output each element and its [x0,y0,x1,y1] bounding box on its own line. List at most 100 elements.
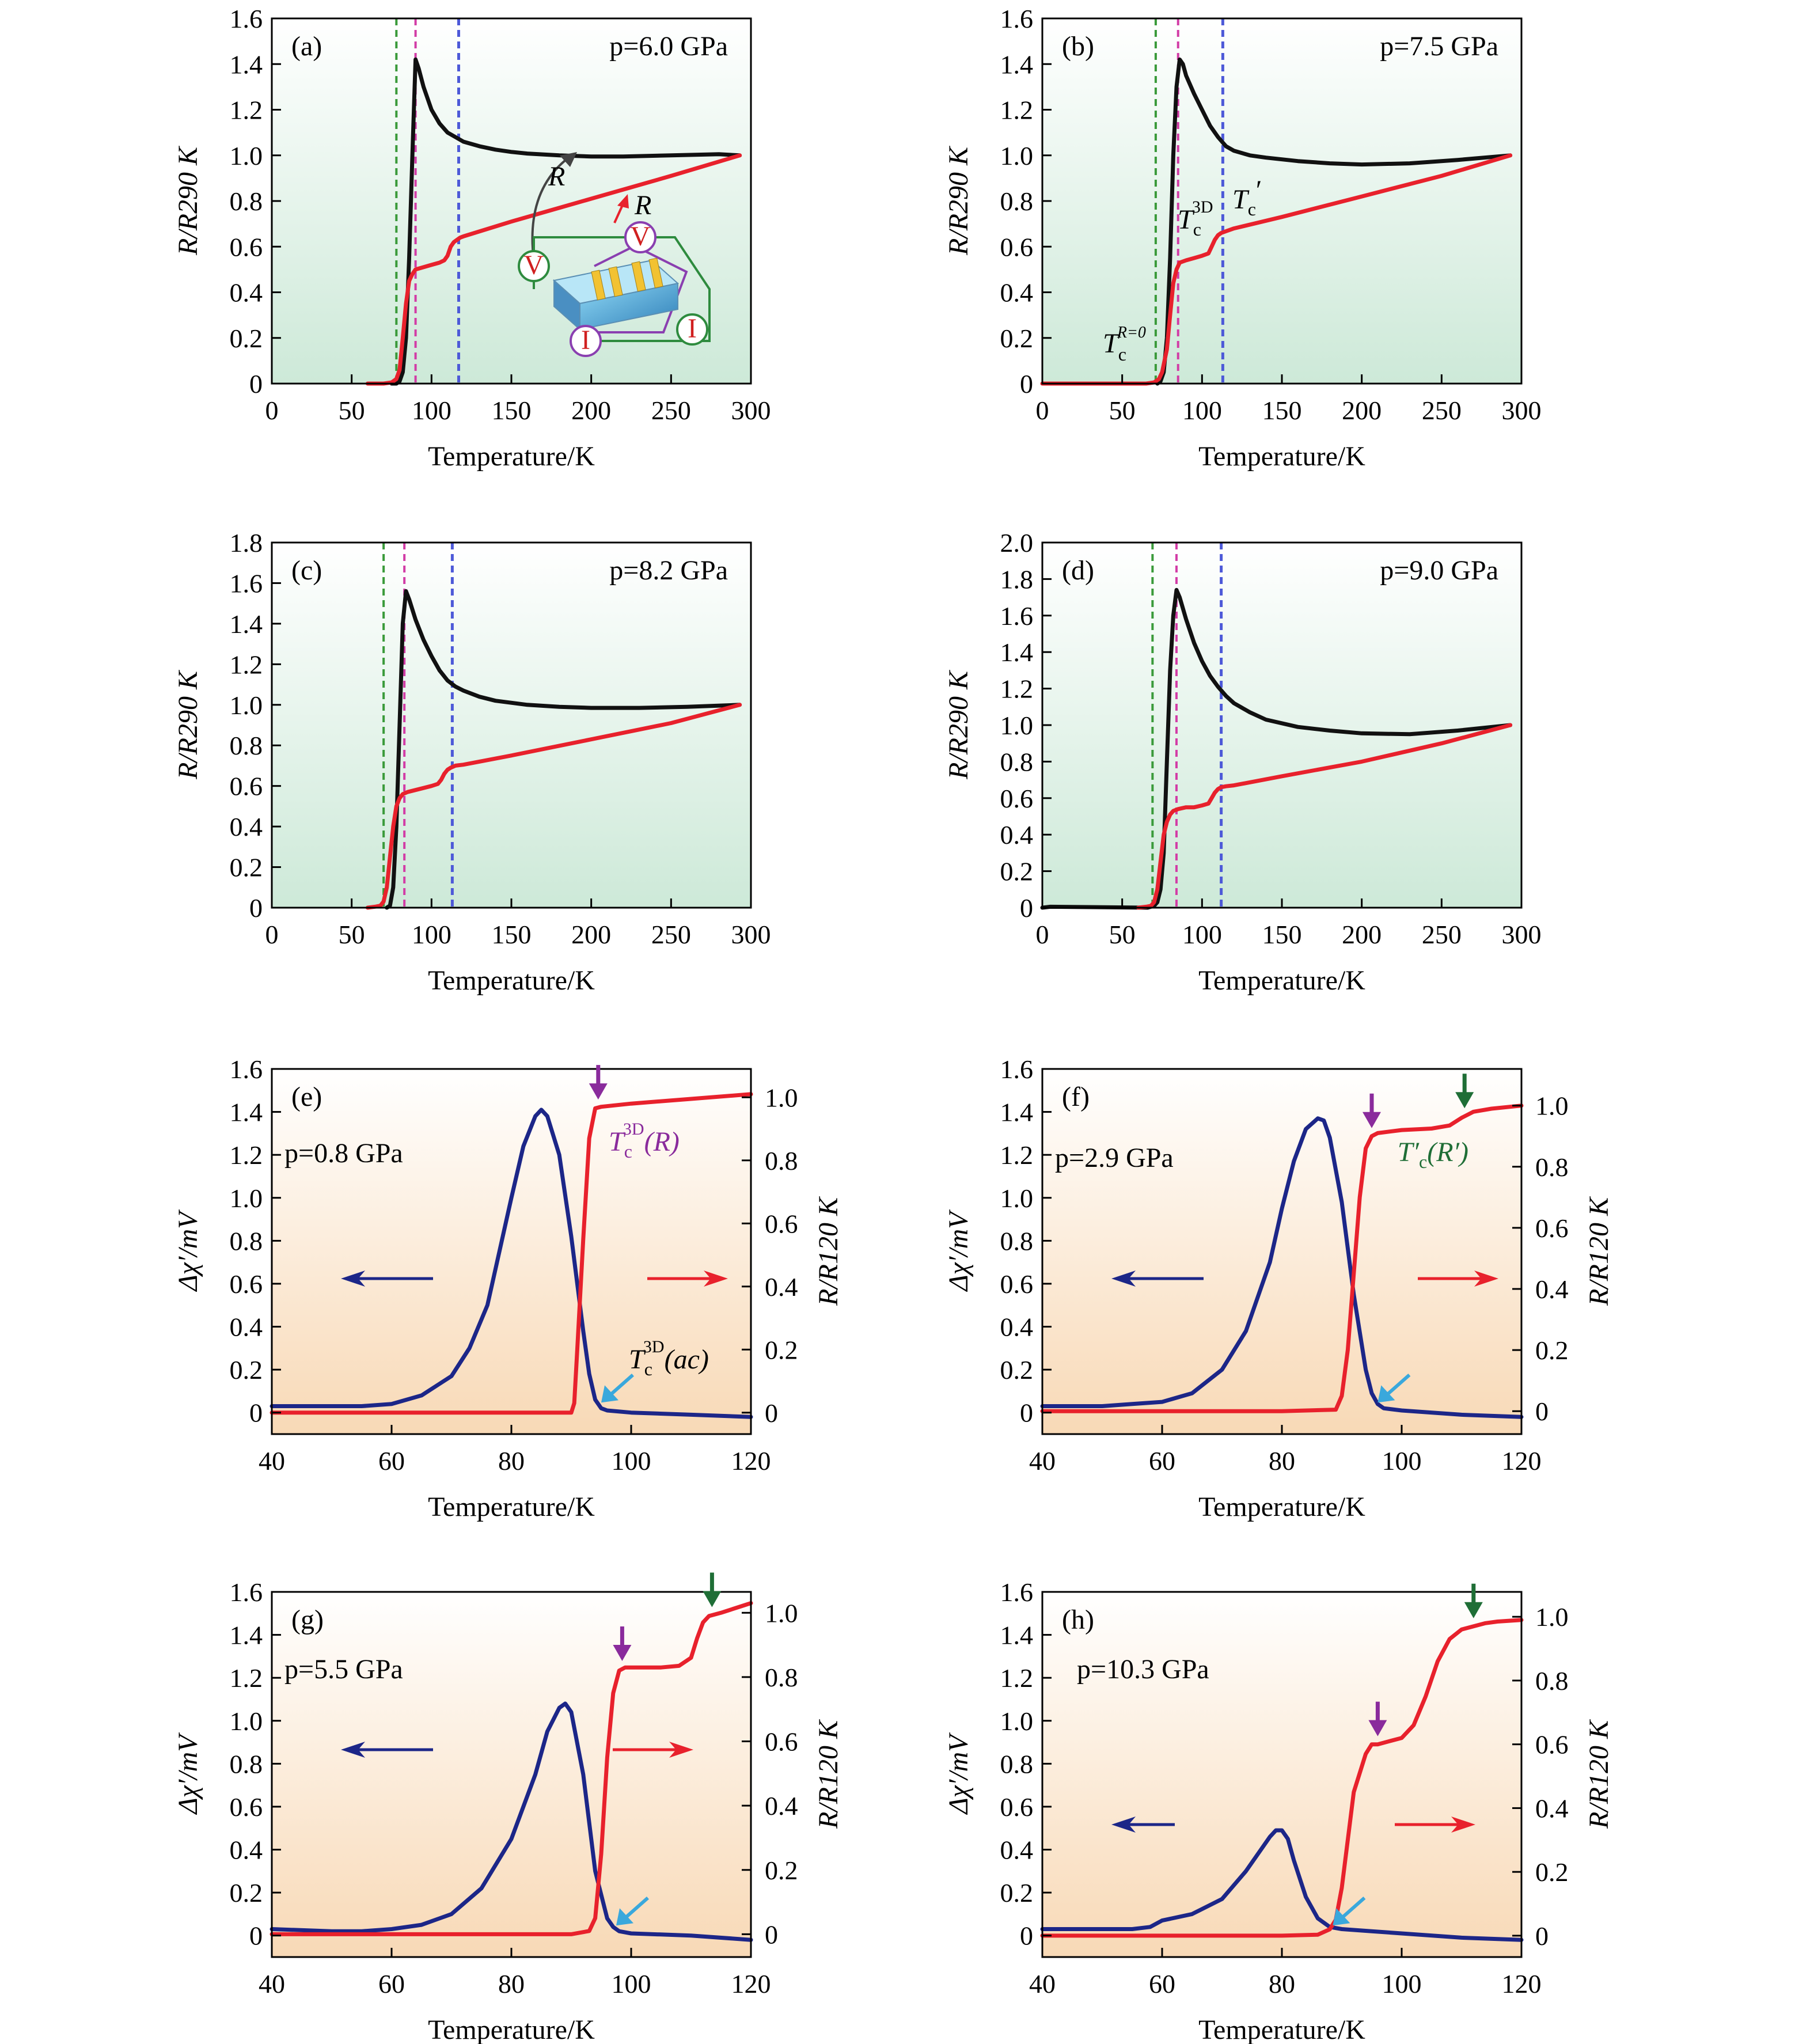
pressure-label: p=10.3 GPa [1077,1654,1209,1685]
y-tick-label: 0.8 [230,1749,263,1778]
y-tick-label: 0.2 [230,324,263,353]
y-tick-label: 1.0 [1000,711,1034,740]
y-axis-label: R/R290 K [173,669,203,780]
right-axis-arrow [613,1742,693,1758]
series-line-red [365,703,742,910]
x-axis-label: Temperature/K [1198,2015,1365,2044]
y-right-axis-label: R/R120 K [1584,1719,1614,1829]
meter-circle [518,250,550,282]
panel-e: 40 60 80 100 120 0 0.2 0.4 0.6 0.8 1.0 1.2 1.4 1.6 0 0.… [173,1055,844,1522]
gold-contact [631,261,646,292]
panel-label: (d) [1062,555,1094,586]
y-tick-label: 1.0 [230,691,263,720]
current-source-label: I [581,325,590,355]
y-right-axis-label: R/R120 K [813,1196,844,1306]
x-tick-label: 150 [492,396,532,425]
y-right-axis-label: R/R120 K [1584,1196,1614,1306]
x-tick-label: 80 [1269,1969,1295,1999]
y-tick-label: 0.4 [1000,278,1034,308]
x-tick-label: 50 [339,396,365,425]
series-line-navy [1040,1116,1524,1419]
y-tick-label: 1.0 [1000,141,1034,170]
series-line-navy [270,1701,753,1942]
y-tick-label: 0.2 [1000,1878,1034,1908]
rc-label: R [548,161,565,192]
tc3d-r-label: Tc3D(R) [609,1120,680,1162]
tc3d-ac-arrow [616,1896,649,1926]
pressure-label: p=6.0 GPa [609,31,728,62]
tc-r0-label: TcR=0 [1103,324,1146,365]
y-tick-label: 0.6 [230,1792,263,1822]
series-line-black [385,589,742,910]
gold-contact [648,257,663,289]
x-tick-label: 80 [498,1446,525,1476]
tc-prime-arrow [1455,1074,1474,1109]
y-tick-label: 1.8 [1000,564,1034,594]
current-source-label: I [688,313,697,344]
y-tick-label: 1.6 [230,568,263,598]
x-tick-label: 300 [731,396,771,425]
x-tick-label: 120 [1502,1446,1542,1476]
y-tick-label: 0.4 [1000,1836,1034,1865]
y-tick-label: 0.6 [230,232,263,261]
panel-label: (a) [291,31,322,62]
y-tick-label: 1.4 [230,1098,263,1127]
x-axis-label: Temperature/K [428,965,595,996]
y-tick-label: 1.2 [1000,96,1034,125]
y-axis-label: R/R290 K [943,669,974,780]
x-tick-label: 150 [1262,920,1302,949]
y-tick-label: 0.2 [1000,1355,1034,1385]
y-right-tick-label: 0 [765,1920,778,1949]
y-tick-label: 1.2 [230,1663,263,1693]
x-tick-label: 200 [1342,920,1382,949]
y-tick-label: 1.6 [1000,1577,1034,1607]
y-tick-label: 0 [1020,1921,1033,1951]
plot-background [272,1069,751,1434]
plot-background [272,543,751,908]
y-right-tick-label: 1.0 [765,1598,798,1628]
x-tick-label: 80 [498,1969,525,1999]
series-line-red [1136,723,1513,910]
series-line-black [1040,587,1513,910]
panel-h: 40 60 80 100 120 0 0.2 0.4 0.6 0.8 1.0 1.2 1.4 1.6 0 0.… [943,1577,1614,2044]
y-right-tick-label: 0.8 [765,1663,798,1692]
x-axis-label: Temperature/K [428,441,595,472]
y-tick-label: 0.8 [230,187,263,216]
y-tick-label: 0.8 [1000,747,1034,776]
series-line-red [1040,1618,1524,1938]
y-right-tick-label: 0.4 [765,1272,798,1302]
x-tick-label: 150 [1262,396,1302,425]
panel-label: (h) [1062,1605,1094,1635]
panel-d: 0 50 100 150 200 250 300 0 0.2 0.4 0.6 0.8 1.0 1.2 1.4… [943,528,1542,996]
x-tick-label: 250 [1422,920,1462,949]
pressure-label: p=9.0 GPa [1380,555,1498,586]
x-tick-label: 120 [731,1446,771,1476]
series-line-navy [1040,1828,1524,1942]
x-tick-label: 150 [492,920,532,949]
y-tick-label: 0.8 [230,1226,263,1256]
panel-g: 40 60 80 100 120 0 0.2 0.4 0.6 0.8 1.0 1.2 1.4 1.6 0 0.… [173,1572,844,2044]
y-axis-label: Δχ′/mV [943,1209,974,1292]
panel-label: (e) [291,1082,322,1112]
y-right-tick-label: 0.8 [765,1146,798,1175]
y-tick-label: 2.0 [1000,528,1034,558]
y-right-axis-label: R/R120 K [813,1719,844,1829]
y-tick-label: 0.4 [230,1836,263,1865]
x-tick-label: 0 [265,396,279,425]
right-axis-arrow [1395,1817,1475,1833]
y-tick-label: 0.8 [1000,1226,1034,1256]
y-tick-label: 0.2 [230,1878,263,1908]
y-tick-label: 0 [1020,893,1033,923]
panel-label: (c) [291,555,322,586]
panel-f: 40 60 80 100 120 0 0.2 0.4 0.6 0.8 1.0 1.2 1.4 1.6 0 0.… [943,1055,1614,1522]
y-tick-label: 1.6 [1000,4,1034,33]
meter-circle [570,325,602,357]
meter-circle [676,313,708,346]
series-line-navy [270,1108,753,1419]
plot-background [272,1592,751,1957]
y-right-tick-label: 0 [1535,1921,1549,1951]
series-line-black [389,57,742,386]
x-axis-label: Temperature/K [1198,965,1365,996]
series-line-red [1040,153,1513,386]
